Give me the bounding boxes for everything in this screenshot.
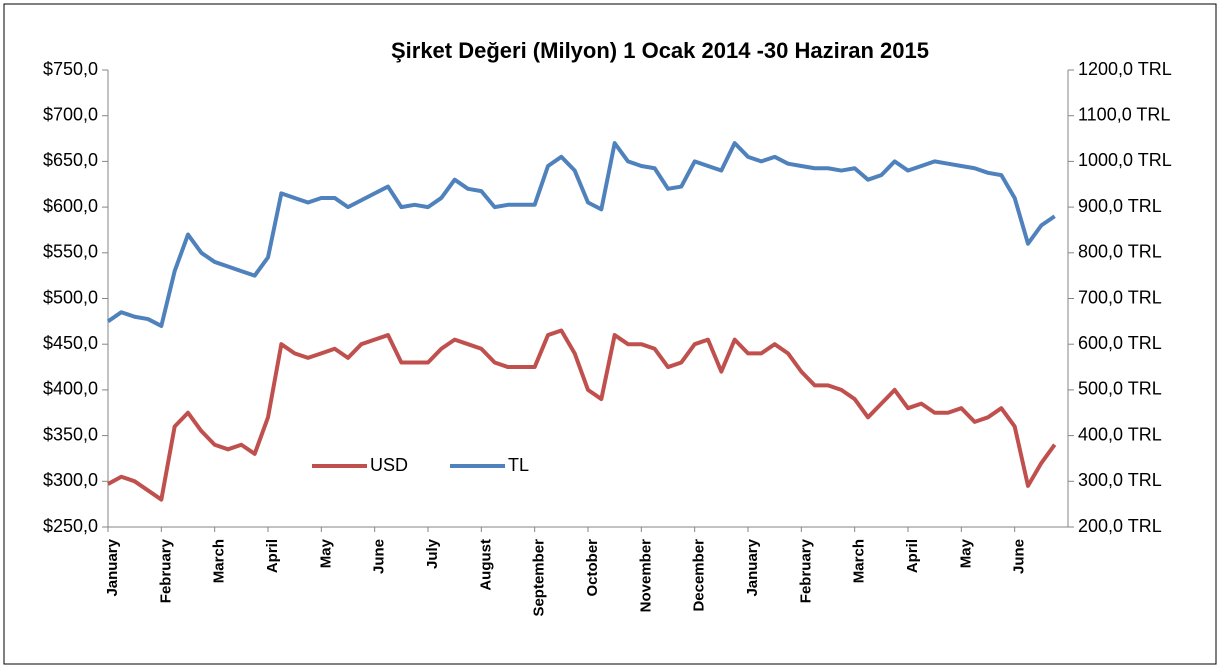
y-tick-label: $500,0 [43, 287, 98, 307]
x-tick-label: April [264, 539, 281, 573]
legend-label: TL [508, 455, 529, 475]
x-tick-label: May [957, 538, 974, 568]
y2-tick-label: 800,0 TRL [1078, 242, 1162, 262]
x-tick-label: February [797, 538, 814, 603]
x-tick-label: September [531, 539, 548, 617]
chart-title: Şirket Değeri (Milyon) 1 Ocak 2014 -30 H… [391, 38, 929, 63]
y2-tick-label: 400,0 TRL [1078, 424, 1162, 444]
y2-tick-label: 1200,0 TRL [1078, 59, 1172, 79]
x-tick-label: March [211, 539, 228, 583]
x-tick-label: November [637, 539, 654, 613]
y-tick-label: $400,0 [43, 379, 98, 399]
x-tick-label: July [424, 538, 441, 569]
x-tick-label: March [851, 539, 868, 583]
legend-label: USD [370, 455, 408, 475]
y2-tick-label: 600,0 TRL [1078, 333, 1162, 353]
x-tick-label: October [584, 539, 601, 597]
chart-frame [3, 3, 1217, 665]
y-tick-label: $700,0 [43, 104, 98, 124]
y-tick-label: $350,0 [43, 424, 98, 444]
line-usd [107, 328, 1057, 502]
y-tick-label: $600,0 [43, 196, 98, 216]
y-tick-label: $250,0 [43, 516, 98, 536]
line-tl [106, 141, 1056, 328]
x-tick-label: February [157, 538, 174, 603]
x-tick-label: April [904, 539, 921, 573]
x-tick-label: January [104, 538, 121, 596]
x-tick-label: August [477, 539, 494, 591]
y2-tick-label: 900,0 TRL [1078, 196, 1162, 216]
x-tick-label: June [1011, 539, 1028, 574]
y2-tick-label: 200,0 TRL [1078, 516, 1162, 536]
y2-tick-label: 700,0 TRL [1078, 287, 1162, 307]
y-tick-label: $550,0 [43, 242, 98, 262]
y-tick-label: $750,0 [43, 59, 98, 79]
x-tick-label: June [371, 539, 388, 574]
y2-tick-label: 500,0 TRL [1078, 379, 1162, 399]
y2-tick-label: 1000,0 TRL [1078, 150, 1172, 170]
x-tick-label: May [317, 538, 334, 568]
y-tick-label: $450,0 [43, 333, 98, 353]
x-tick-label: December [691, 539, 708, 612]
y2-tick-label: 300,0 TRL [1078, 470, 1162, 490]
y-tick-label: $300,0 [43, 470, 98, 490]
y-tick-label: $650,0 [43, 150, 98, 170]
x-tick-label: January [744, 538, 761, 596]
y2-tick-label: 1100,0 TRL [1078, 104, 1170, 124]
